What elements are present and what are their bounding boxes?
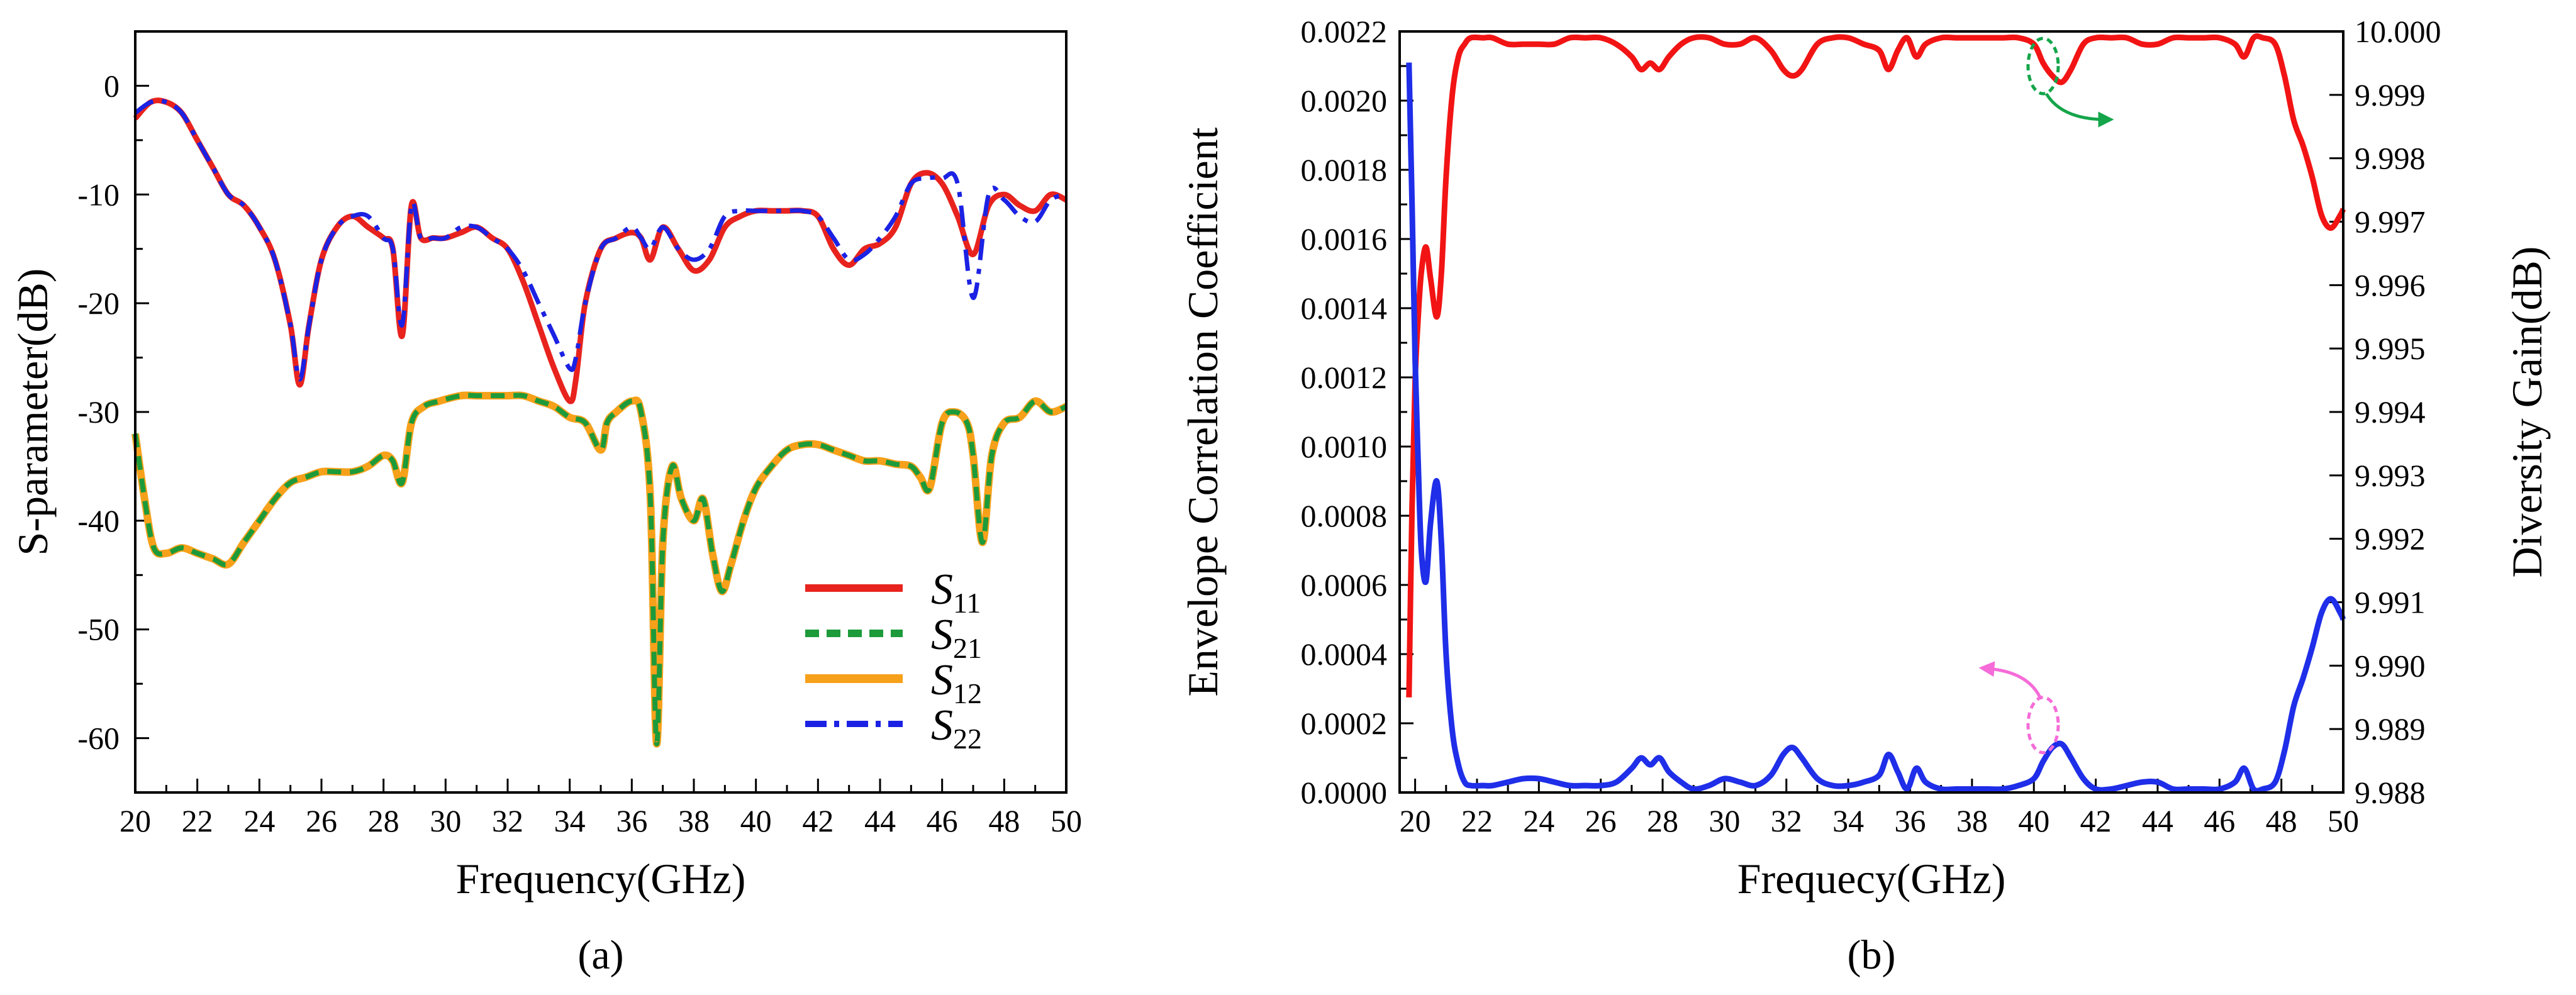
chart-b-right-y-tick-label: 10.000: [2355, 14, 2441, 49]
chart-a-x-tick-label: 20: [120, 803, 151, 838]
chart-b-right-y-tick-label: 9.995: [2355, 331, 2426, 366]
chart-b-right-y-tick-label: 9.997: [2355, 204, 2426, 240]
chart-b-right-y-tick-label: 9.992: [2355, 521, 2426, 557]
chart-a-x-tick-label: 40: [740, 803, 772, 838]
chart-b-x-tick-label: 34: [1832, 803, 1864, 838]
chart-a-x-tick-label: 42: [802, 803, 834, 838]
chart-b-series-diversity-gain: [1406, 33, 2346, 698]
chart-b-right-y-tick-label: 9.990: [2355, 648, 2426, 683]
chart-a-y-tick-label: -60: [77, 721, 120, 756]
legend-label-s11: S11: [931, 565, 981, 619]
chart-a-y-axis-label: S-parameter(dB): [9, 269, 57, 556]
chart-a-x-tick-label: 22: [182, 803, 213, 838]
chart-b-x-tick-label: 28: [1647, 803, 1678, 838]
chart-b-right-y-tick-label: 9.991: [2355, 585, 2426, 620]
chart-b-right-y-tick-label: 9.998: [2355, 141, 2426, 176]
chart-a-x-tick-label: 30: [430, 803, 461, 838]
chart-b-x-tick-label: 22: [1461, 803, 1493, 838]
legend-label-s12: S12: [931, 656, 982, 709]
chart-a-x-tick-label: 50: [1051, 803, 1082, 838]
chart-b-series-ecc: [1406, 62, 2346, 794]
chart-a-y-tick-label: -20: [77, 286, 120, 321]
chart-a-series-s21: [133, 392, 1068, 747]
chart-b-left-y-tick-label: 0.0012: [1301, 360, 1388, 395]
chart-b-left-y-tick-label: 0.0006: [1301, 567, 1388, 603]
chart-a-x-tick-label: 48: [988, 803, 1020, 838]
chart-a-x-tick-label: 28: [368, 803, 399, 838]
annotation-arrow: [2044, 92, 2114, 128]
chart-b-x-tick-label: 26: [1585, 803, 1617, 838]
chart-b-left-y-tick-label: 0.0008: [1301, 498, 1388, 533]
chart-a-x-tick-label: 38: [678, 803, 710, 838]
chart-b-right-y-tick-label: 9.999: [2355, 77, 2426, 113]
chart-a-x-tick-label: 32: [492, 803, 523, 838]
chart-a-panel-label: (a): [577, 932, 623, 978]
chart-a-x-axis-label: Frequency(GHz): [456, 855, 746, 903]
annotation-arrow: [1978, 661, 2042, 698]
legend-label-s22: S22: [931, 701, 982, 755]
chart-b-ticks: 20 22 24 26 28 30 32 34 36 38 40 42 44 46 48 50 0.0000 0.…: [1301, 14, 2441, 838]
chart-b-right-y-tick-label: 9.988: [2355, 775, 2426, 810]
chart-a-y-tick-label: -30: [77, 394, 120, 430]
chart-b-right-y-axis-label: Diversity Gain(dB): [2503, 247, 2551, 578]
chart-a-y-tick-label: 0: [104, 68, 120, 103]
chart-b-x-tick-label: 48: [2266, 803, 2297, 838]
chart-b-x-tick-label: 24: [1523, 803, 1554, 838]
chart-b-x-tick-label: 30: [1709, 803, 1740, 838]
chart-a-series-s12: [131, 391, 1068, 748]
chart-b-right-y-tick-label: 9.993: [2355, 458, 2426, 493]
chart-b-x-tick-label: 46: [2204, 803, 2235, 838]
chart-b-plot-frame: [1398, 30, 2345, 794]
chart-b-x-tick-label: 42: [2080, 803, 2112, 838]
chart-b-x-tick-label: 44: [2142, 803, 2173, 838]
chart-b-panel-label: (b): [1848, 932, 1896, 978]
chart-a-ticks: 20 22 24 26 28 30 32 34 36 38 40 42 44 46 48 50 0 -10 -20 -…: [77, 30, 1082, 838]
chart-b-left-y-tick-label: 0.0004: [1301, 636, 1388, 672]
chart-b-left-y-tick-label: 0.0000: [1301, 775, 1388, 810]
chart-b-left-y-tick-label: 0.0010: [1301, 429, 1388, 464]
chart-a-y-tick-label: -40: [77, 503, 120, 538]
chart-a-x-tick-label: 46: [927, 803, 958, 838]
chart-b-x-tick-label: 50: [2328, 803, 2359, 838]
chart-b-left-y-tick-label: 0.0002: [1301, 706, 1388, 741]
chart-a-x-tick-label: 34: [554, 803, 586, 838]
chart-a-series-s11: [133, 97, 1068, 404]
chart-b-x-tick-label: 38: [1956, 803, 1988, 838]
chart-a-x-tick-label: 36: [616, 803, 647, 838]
chart-b-left-y-tick-label: 0.0020: [1301, 83, 1388, 118]
chart-b-left-y-tick-label: 0.0018: [1301, 152, 1388, 187]
chart-a-y-tick-label: -10: [77, 177, 120, 212]
chart-b-right-y-tick-label: 9.996: [2355, 267, 2426, 303]
chart-a-plot-frame: [134, 30, 1068, 794]
chart-b: 20 22 24 26 28 30 32 34 36 38 40 42 44 46 48 50 0.0000 0.…: [1179, 14, 2551, 978]
annotation-ellipse: [2026, 36, 2060, 96]
chart-b-x-axis-label: Frequecy(GHz): [1737, 855, 2006, 903]
chart-a-series: [131, 97, 1068, 748]
chart-b-x-tick-label: 32: [1771, 803, 1802, 838]
chart-a-x-tick-label: 26: [306, 803, 337, 838]
chart-a-series-s22: [133, 98, 1068, 382]
chart-b-x-tick-label: 36: [1894, 803, 1926, 838]
chart-b-left-y-tick-label: 0.0022: [1301, 14, 1388, 49]
chart-a: 20 22 24 26 28 30 32 34 36 38 40 42 44 46 48 50 0 -10 -20 -…: [9, 30, 1082, 978]
chart-b-x-tick-label: 40: [2018, 803, 2049, 838]
chart-b-left-y-tick-label: 0.0014: [1301, 291, 1388, 326]
chart-b-left-y-tick-label: 0.0016: [1301, 221, 1388, 257]
chart-b-right-y-tick-label: 9.989: [2355, 711, 2426, 747]
chart-b-left-y-axis-label: Envelope Correlation Coefficient: [1179, 127, 1227, 696]
chart-a-x-tick-label: 44: [864, 803, 896, 838]
chart-b-annotations: [1978, 36, 2114, 755]
chart-b-series: [1406, 33, 2346, 794]
chart-a-y-tick-label: -50: [77, 612, 120, 647]
chart-b-right-y-tick-label: 9.994: [2355, 394, 2426, 430]
chart-b-x-tick-label: 20: [1400, 803, 1431, 838]
legend-label-s21: S21: [931, 611, 982, 664]
annotation-ellipse: [2026, 696, 2060, 755]
chart-a-x-tick-label: 24: [243, 803, 275, 838]
